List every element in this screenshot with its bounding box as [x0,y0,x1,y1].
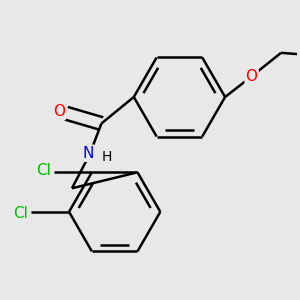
Text: Cl: Cl [36,163,51,178]
Text: O: O [246,69,258,84]
Text: H: H [101,150,112,164]
Text: Cl: Cl [13,206,28,221]
Text: O: O [53,104,65,119]
Text: N: N [82,146,94,161]
